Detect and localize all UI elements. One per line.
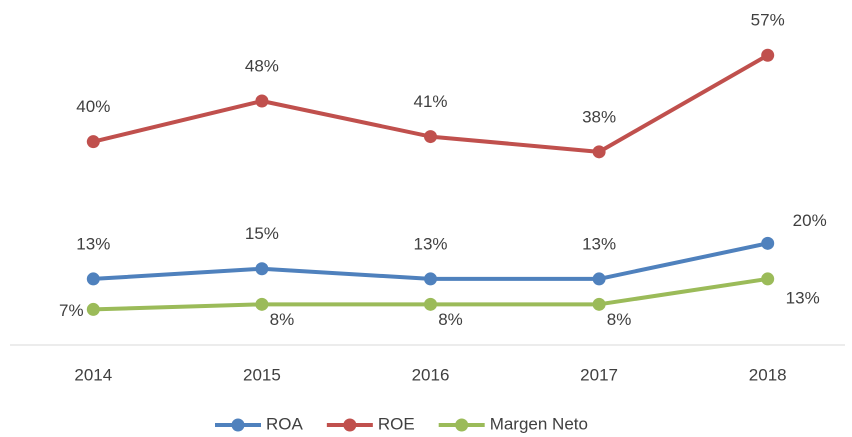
data-label: 41% bbox=[413, 92, 447, 111]
data-label: 8% bbox=[607, 310, 632, 329]
data-label: 8% bbox=[438, 310, 463, 329]
data-label: 57% bbox=[751, 11, 785, 30]
data-label: 20% bbox=[793, 211, 827, 230]
data-label: 13% bbox=[413, 234, 447, 253]
x-tick-label: 2017 bbox=[580, 365, 618, 384]
data-label: 13% bbox=[786, 288, 820, 307]
marker bbox=[592, 145, 606, 159]
marker bbox=[424, 272, 437, 286]
marker bbox=[424, 130, 437, 144]
data-label: 13% bbox=[76, 234, 110, 253]
x-tick-label: 2016 bbox=[412, 365, 450, 384]
legend-label: ROA bbox=[266, 414, 304, 433]
marker bbox=[761, 48, 775, 62]
marker bbox=[424, 297, 437, 311]
data-label: 8% bbox=[270, 310, 295, 329]
data-label: 48% bbox=[245, 56, 279, 75]
marker bbox=[592, 272, 606, 286]
legend-marker bbox=[343, 418, 357, 432]
data-label: 7% bbox=[59, 301, 84, 320]
marker bbox=[255, 94, 269, 108]
marker bbox=[255, 262, 269, 276]
marker bbox=[761, 236, 775, 250]
marker bbox=[86, 272, 100, 286]
data-label: 38% bbox=[582, 107, 616, 126]
legend-marker bbox=[231, 418, 245, 432]
marker bbox=[592, 297, 606, 311]
data-label: 15% bbox=[245, 224, 279, 243]
marker bbox=[761, 272, 775, 286]
legend-marker bbox=[455, 418, 469, 432]
marker bbox=[86, 302, 100, 316]
legend-label: ROE bbox=[378, 414, 415, 433]
x-tick-label: 2014 bbox=[74, 365, 112, 384]
marker bbox=[255, 297, 269, 311]
data-label: 13% bbox=[582, 234, 616, 253]
x-tick-label: 2018 bbox=[749, 365, 787, 384]
marker bbox=[86, 135, 100, 149]
x-tick-label: 2015 bbox=[243, 365, 281, 384]
data-label: 40% bbox=[76, 97, 110, 116]
legend-label: Margen Neto bbox=[490, 414, 588, 433]
